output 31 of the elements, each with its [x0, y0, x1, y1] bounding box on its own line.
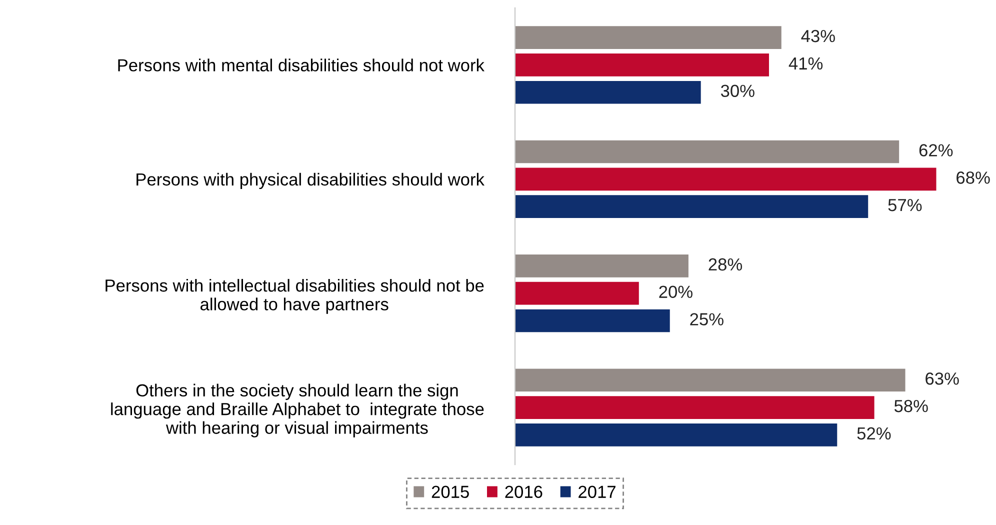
- data-label: 68%: [956, 172, 990, 184]
- data-label: 30%: [720, 84, 754, 98]
- bar: [515, 309, 670, 332]
- legend-label: 2015: [432, 486, 469, 498]
- bar: [515, 396, 874, 419]
- legend-label: 2017: [578, 486, 616, 498]
- bar: [515, 80, 701, 104]
- bar: [515, 54, 769, 76]
- bar: [515, 254, 688, 278]
- data-label: 28%: [708, 258, 742, 271]
- bar: [515, 26, 782, 49]
- y-tick-label: Persons with mental disabilities should not work: [118, 58, 484, 72]
- data-label: 58%: [894, 400, 928, 412]
- bar: [515, 282, 639, 305]
- bar: [515, 368, 906, 392]
- data-label: 43%: [801, 30, 835, 42]
- data-label: 62%: [919, 144, 953, 156]
- legend-label: 2016: [505, 486, 542, 498]
- y-tick-label: Persons with intellectual disabilities should not be allowed to have partners: [106, 278, 484, 314]
- bar: [515, 168, 936, 191]
- y-tick-label: Persons with physical disabilities should work: [136, 172, 484, 190]
- data-label: 63%: [926, 372, 959, 385]
- bar: [515, 140, 900, 164]
- data-label: 41%: [788, 57, 823, 70]
- y-tick-label: Others in the society should learn the sign language and Braille Alphabet to integrate those with hearing or visual impairments: [111, 384, 484, 438]
- bar: [515, 424, 838, 446]
- data-label: 57%: [888, 199, 922, 212]
- bar: [515, 195, 868, 218]
- data-label: 25%: [690, 313, 724, 326]
- data-label: 20%: [659, 286, 692, 298]
- data-label: 52%: [857, 427, 891, 440]
